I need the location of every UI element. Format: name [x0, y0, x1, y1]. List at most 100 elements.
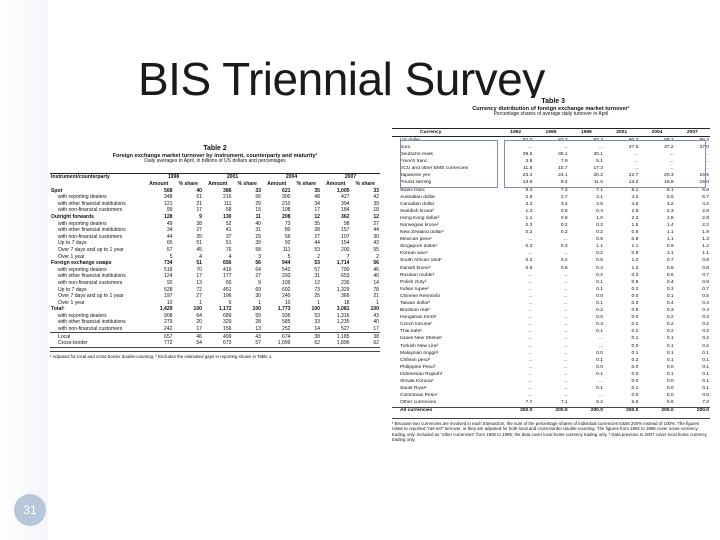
table-cell: 0.4	[596, 208, 603, 214]
table-cell: 1.1	[702, 251, 709, 257]
table-cell: 2	[376, 253, 379, 260]
table-cell: 14	[373, 279, 379, 286]
table-cell: 27	[255, 273, 261, 280]
table-cell: ...	[563, 144, 568, 150]
table-cell: ...	[528, 293, 533, 299]
table-cell: 6.6	[666, 400, 674, 406]
table-cell: 60	[225, 279, 232, 286]
row-label: Turkish New Lira²	[400, 343, 439, 349]
table-cell: 100	[370, 306, 380, 313]
table-cell: ...	[563, 329, 568, 335]
table-cell: 0.2	[631, 329, 639, 335]
table-cell: 1,005	[336, 187, 350, 194]
table-row: with non-financial customers 242 17 156 13 25…	[50, 325, 380, 334]
table-cell: 53	[314, 312, 320, 319]
table-row: Singapore dollar² 0.3 0.3 1.1 1.1 0.9 1.2	[392, 244, 710, 251]
table-cell: 62	[291, 340, 321, 348]
table-cell: 0.2	[702, 322, 709, 328]
table-cell: 13.2	[628, 180, 639, 186]
table-cell: 40	[373, 273, 379, 280]
table-cell: 46	[196, 333, 202, 340]
table-row: Indian rupee²...... 0.1 0.2 0.3 0.7	[392, 286, 710, 293]
table-cell: ...	[563, 364, 568, 370]
table-cell: 936	[282, 312, 291, 319]
table-3-subtitle: Percentage shares of average daily turno…	[493, 111, 609, 118]
table-cell: 12	[373, 213, 379, 220]
row-label: Chinese Renminbi	[400, 293, 440, 299]
table-cell: 2.2	[631, 215, 639, 221]
table-3-year-header: 2007	[674, 128, 710, 138]
table-cell: 0.0	[702, 393, 709, 399]
table-row: Norwegian krone² 0.3 0.2 0.2 1.5 1.4 2.2	[392, 222, 710, 229]
table-cell: 16.9	[664, 180, 674, 186]
table-cell: ...	[528, 322, 533, 328]
table-cell: 38	[314, 333, 320, 340]
row-label: Other currencies	[400, 400, 437, 406]
row-label: with non-financial customers	[58, 279, 123, 286]
table-cell: 33	[255, 187, 261, 194]
row-label: Singapore dollar²	[400, 244, 438, 250]
table-cell: 0.5	[631, 308, 639, 314]
table-cell: 30	[373, 233, 379, 240]
table-cell: 10	[284, 299, 291, 306]
table-cell: ...	[669, 159, 674, 165]
table-cell: 0.7	[702, 286, 709, 292]
row-label: Saudi Riyal²	[400, 386, 427, 392]
table-row: Up to 7 days 528 72 451 69 692 73 1,329 78	[50, 286, 380, 293]
table-cell: 2.3	[666, 208, 674, 214]
table-cell: ...	[563, 315, 568, 321]
table-cell: ...	[528, 350, 533, 356]
table-cell: ...	[598, 336, 603, 342]
table-cell: ...	[563, 237, 568, 243]
table-cell: 35	[314, 220, 320, 227]
table-row: with other financial institutions 34 27 41 3…	[50, 227, 380, 234]
table-cell: 908	[164, 312, 173, 319]
table-cell: 46	[373, 266, 379, 273]
table-cell: 44	[373, 227, 379, 234]
table-cell: 57	[314, 266, 320, 273]
table-2-year: 2007	[321, 173, 380, 181]
table-row: Saudi Riyal²...... 0.1 0.1 0.0 0.1	[392, 386, 710, 393]
table-cell: 7.3	[702, 400, 709, 406]
table-cell: 0.1	[596, 279, 603, 285]
table-cell: 177	[223, 273, 232, 280]
table-cell: 0.4	[666, 279, 674, 285]
table-cell: 0.1	[631, 336, 639, 342]
table-cell: 64	[196, 312, 202, 319]
table-cell: 54	[173, 340, 203, 348]
table-cell: 240	[282, 293, 291, 300]
row-label: Colombian Peso²	[400, 393, 438, 399]
table-cell: 0.2	[666, 329, 674, 335]
table-cell: ...	[598, 379, 603, 385]
table-cell: ...	[528, 371, 533, 377]
table-cell: 37.2	[664, 144, 674, 150]
table-cell: 184	[341, 207, 350, 214]
table-row: Danish krone² 0.6 0.6 0.4 1.2 0.9 0.8	[392, 265, 710, 272]
table-cell: 37.0	[699, 144, 709, 150]
table-row: Swedish krona² 1.3 0.6 0.4 2.5 2.3 2.8	[392, 208, 710, 215]
table-cell: 0.3	[525, 244, 533, 250]
table-cell: 52	[225, 220, 232, 227]
table-cell: 34	[166, 227, 173, 234]
table-cell: 51	[225, 240, 232, 247]
table-row: Philippine Peso²...... 0.0 0.0 0.0 0.1	[392, 364, 710, 371]
table-row: Hong Kong dollar² 1.1 0.9 1.0 2.2 1.8 2.8	[392, 215, 710, 222]
row-label: with non-financial customers	[50, 325, 144, 334]
row-label: with non-financial customers	[58, 233, 123, 240]
table-cell: 38	[196, 220, 202, 227]
table-row: Local 657 46 499 43 674 38 1,185 38	[50, 333, 380, 340]
table-cell: 20	[196, 319, 202, 326]
table-cell: 0.2	[596, 230, 603, 236]
table-cell: 56	[255, 260, 261, 267]
row-label: Indian rupee²	[400, 286, 429, 292]
table-cell: 9.4	[560, 180, 568, 186]
table-cell: 0.2	[596, 272, 603, 278]
table-cell: 1.1	[666, 230, 674, 236]
table-cell: 121	[164, 200, 173, 207]
table-cell: 1.8	[666, 215, 674, 221]
table-cell: 100	[252, 306, 262, 313]
table-row: Czech koruna²...... 0.3 0.2 0.2 0.2	[392, 322, 710, 329]
table-cell: 17	[196, 207, 202, 214]
table-cell: ...	[528, 379, 533, 385]
table-cell: 3.5	[596, 201, 603, 207]
